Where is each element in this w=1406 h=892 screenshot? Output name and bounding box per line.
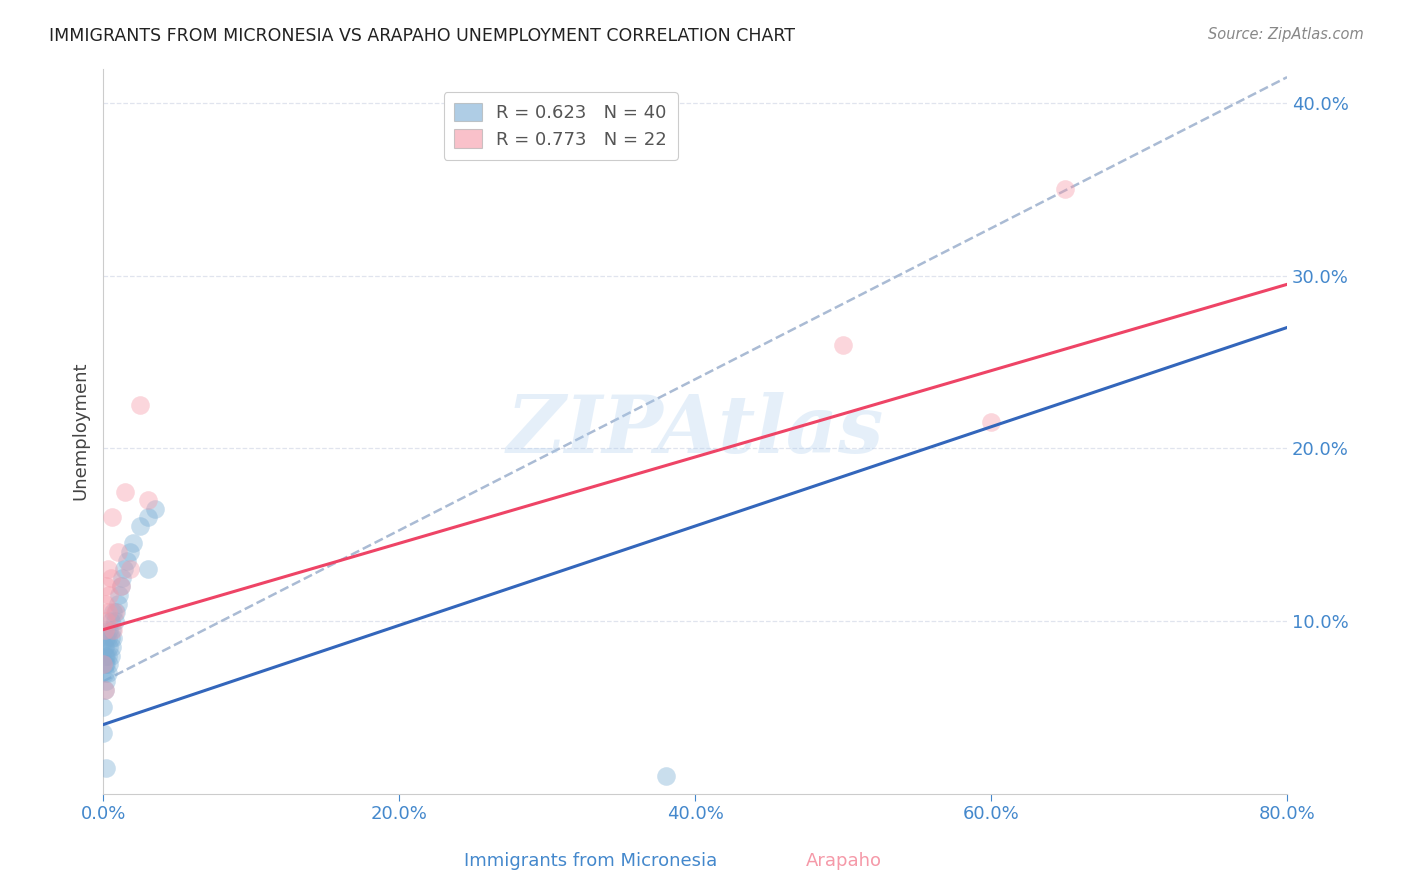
Point (136, 562, 159, 576)
Point (97, 632, 120, 646)
Point (115, 553, 138, 567)
Point (94, 632, 117, 646)
Point (97, 606, 120, 620)
Point (980, 416, 1002, 430)
Point (121, 536, 143, 550)
Point (110, 579, 132, 593)
Point (91, 726, 114, 740)
Point (94, 648, 117, 663)
Point (98, 623, 121, 637)
Text: ZIPAtlas: ZIPAtlas (506, 392, 884, 470)
Legend: R = 0.623   N = 40, R = 0.773   N = 22: R = 0.623 N = 40, R = 0.773 N = 22 (444, 92, 678, 160)
Point (110, 579, 132, 593)
Point (98, 640, 121, 654)
Point (101, 640, 124, 654)
Point (93, 640, 115, 654)
Point (91, 657, 114, 672)
Point (107, 545, 129, 559)
Point (97, 648, 120, 663)
Point (97, 562, 120, 576)
Point (104, 606, 127, 620)
Text: Arapaho: Arapaho (806, 852, 882, 870)
Point (104, 614, 127, 628)
Text: Immigrants from Micronesia: Immigrants from Micronesia (464, 852, 717, 870)
Point (107, 597, 129, 611)
Point (94, 614, 117, 628)
Point (103, 623, 125, 637)
Point (93, 623, 115, 637)
Point (654, 769, 676, 783)
Point (112, 562, 135, 576)
Point (129, 519, 152, 533)
Y-axis label: Unemployment: Unemployment (72, 362, 89, 500)
Point (93, 683, 115, 698)
Point (94, 761, 117, 775)
Point (832, 338, 855, 352)
Point (129, 398, 152, 412)
Point (94, 657, 117, 672)
Point (93, 683, 115, 698)
Point (94, 579, 117, 593)
Point (101, 510, 124, 524)
Point (143, 501, 166, 516)
Point (100, 632, 122, 646)
Point (100, 648, 122, 663)
Point (114, 484, 136, 499)
Point (105, 606, 128, 620)
Point (98, 588, 121, 602)
Point (100, 614, 122, 628)
Point (108, 588, 131, 602)
Point (91, 700, 114, 714)
Point (103, 632, 125, 646)
Point (97, 665, 120, 680)
Point (1054, 182, 1077, 196)
Point (118, 545, 141, 559)
Point (101, 623, 124, 637)
Text: Source: ZipAtlas.com: Source: ZipAtlas.com (1208, 27, 1364, 42)
Point (98, 657, 121, 672)
Point (93, 657, 115, 672)
Point (93, 648, 115, 663)
Point (93, 665, 115, 680)
Point (136, 510, 159, 524)
Point (136, 493, 159, 508)
Point (94, 674, 117, 689)
Point (118, 562, 141, 576)
Point (100, 571, 122, 585)
Text: IMMIGRANTS FROM MICRONESIA VS ARAPAHO UNEMPLOYMENT CORRELATION CHART: IMMIGRANTS FROM MICRONESIA VS ARAPAHO UN… (49, 27, 796, 45)
Point (93, 597, 115, 611)
Point (103, 606, 125, 620)
Point (111, 571, 134, 585)
